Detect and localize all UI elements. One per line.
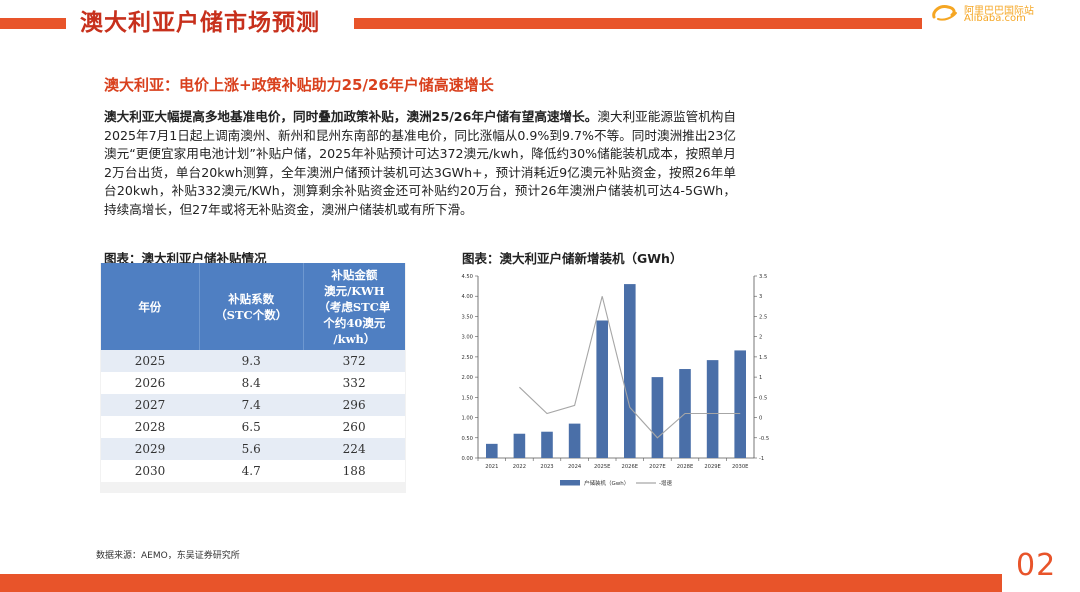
bar-2026E — [624, 284, 636, 458]
x-tick-label: 2028E — [677, 464, 693, 470]
cell-year: 2030 — [101, 460, 200, 482]
y2-tick-label: -1 — [759, 456, 764, 462]
x-tick-label: 2026E — [622, 464, 638, 470]
cell-year: 2029 — [101, 438, 200, 460]
y-tick-label: 1.50 — [461, 395, 473, 401]
y-tick-label: 0.50 — [461, 436, 473, 442]
body-lead: 澳大利亚大幅提高多地基准电价，同时叠加政策补贴，澳洲25/26年户储有望高速增长… — [104, 109, 598, 124]
table-row: 2025 9.3 372 — [101, 350, 405, 372]
header-amount-line5: /kwh） — [333, 331, 376, 346]
slide-title: 澳大利亚户储市场预测 — [80, 10, 320, 36]
bar-2030E — [734, 350, 746, 458]
subsidy-table-panel: 年份 补贴系数 （STC个数） 补贴金额 澳元/KWH （考虑STC单 个约40… — [100, 263, 406, 493]
growth-line — [519, 296, 741, 439]
y2-tick-label: 3 — [759, 294, 762, 300]
cell-amount: 332 — [303, 372, 405, 394]
bar-2021 — [486, 443, 498, 458]
y-tick-label: 1.00 — [461, 416, 473, 422]
cell-amount: 188 — [303, 460, 405, 482]
header-amount-line2: 澳元/KWH — [324, 283, 385, 298]
cell-amount: 296 — [303, 394, 405, 416]
y2-tick-label: 0 — [759, 416, 762, 422]
cell-amount: 224 — [303, 438, 405, 460]
table-header-row: 年份 补贴系数 （STC个数） 补贴金额 澳元/KWH （考虑STC单 个约40… — [101, 263, 405, 350]
x-tick-label: 2024 — [568, 464, 582, 470]
bar-2023 — [541, 431, 553, 458]
table-caption: 图表：澳大利亚户储补贴情况 — [104, 251, 267, 266]
legend-bar-label: 户储装机（Gwh） — [584, 479, 629, 487]
bar-2022 — [513, 433, 526, 458]
table-row: 2027 7.4 296 — [101, 394, 405, 416]
x-tick-label: 2021 — [485, 464, 498, 470]
y2-tick-label: 1.5 — [759, 355, 767, 361]
cell-amount: 260 — [303, 416, 405, 438]
footer-bar — [0, 574, 1002, 592]
x-tick-label: 2025E — [594, 464, 610, 470]
table-row: 2029 5.6 224 — [101, 438, 405, 460]
y-tick-label: 2.00 — [461, 375, 473, 381]
bar-2024 — [568, 423, 581, 458]
header-amount-line4: 个约40澳元 — [323, 315, 386, 330]
alibaba-logo: 阿里巴巴国际站 Alibaba.com — [930, 2, 1070, 24]
y2-tick-label: 1 — [759, 375, 762, 381]
logo-text-cn: 阿里巴巴国际站 — [964, 6, 1034, 17]
y-tick-label: 4.50 — [461, 274, 473, 280]
bar-2029E — [706, 360, 719, 458]
y2-tick-label: -0.5 — [759, 436, 769, 442]
installations-chart: 0.00 0.50 1.00 1.50 2.00 2.50 3.00 3.50 4.00 4.50… — [456, 266, 776, 498]
header-coefficient: 补贴系数 （STC个数） — [199, 263, 304, 350]
cell-year: 2028 — [101, 416, 200, 438]
section-subtitle: 澳大利亚：电价上涨+政策补贴助力25/26年户储高速增长 — [104, 76, 494, 94]
y2-tick-label: 3.5 — [759, 274, 767, 280]
table-row: 2028 6.5 260 — [101, 416, 405, 438]
y2-tick-label: 2 — [759, 335, 762, 341]
cell-coefficient: 9.3 — [199, 350, 304, 372]
header-coefficient-line1: 补贴系数 — [228, 291, 275, 306]
bar-2025E — [596, 320, 608, 458]
y2-tick-label: 0.5 — [759, 395, 767, 401]
body-paragraph: 澳大利亚大幅提高多地基准电价，同时叠加政策补贴，澳洲25/26年户储有望高速增长… — [104, 108, 736, 220]
x-tick-label: 2030E — [732, 464, 748, 470]
header-amount: 补贴金额 澳元/KWH （考虑STC单 个约40澳元 /kwh） — [303, 263, 405, 350]
cell-coefficient: 7.4 — [199, 394, 304, 416]
cell-coefficient: 5.6 — [199, 438, 304, 460]
header-year: 年份 — [101, 263, 200, 350]
page-number: 02 — [1016, 548, 1057, 583]
alibaba-logo-icon — [932, 5, 957, 21]
bar-2027E — [651, 377, 664, 458]
y2-tick-label: 2.5 — [759, 314, 767, 320]
cell-year: 2025 — [101, 350, 200, 372]
cell-year: 2027 — [101, 394, 200, 416]
cell-coefficient: 4.7 — [199, 460, 304, 482]
y-tick-label: 2.50 — [461, 355, 473, 361]
table-row: 2026 8.4 332 — [101, 372, 405, 394]
legend-line-label: -增速 — [659, 479, 672, 487]
cell-amount: 372 — [303, 350, 405, 372]
x-tick-label: 2027E — [649, 464, 665, 470]
installations-chart-svg: 0.000.501.001.502.002.503.003.504.004.50… — [461, 274, 769, 487]
x-tick-label: 2029E — [704, 464, 720, 470]
data-source: 数据来源：AEMO，东吴证券研究所 — [96, 551, 240, 561]
y-tick-label: 3.50 — [461, 314, 473, 320]
cell-coefficient: 8.4 — [199, 372, 304, 394]
y-tick-label: 4.00 — [461, 294, 473, 300]
y-tick-label: 3.00 — [461, 335, 473, 341]
chart-caption: 图表：澳大利亚户储新增装机（GWh） — [462, 251, 683, 266]
header-bar-right — [354, 18, 922, 29]
header-amount-line1: 补贴金额 — [331, 267, 378, 282]
header-coefficient-line2: （STC个数） — [215, 307, 288, 322]
header-amount-line3: （考虑STC单 — [318, 299, 391, 314]
logo-text-en: Alibaba.com — [964, 13, 1026, 24]
cell-coefficient: 6.5 — [199, 416, 304, 438]
legend-bar-swatch — [560, 480, 580, 486]
x-tick-label: 2022 — [513, 464, 526, 470]
x-tick-label: 2023 — [540, 464, 553, 470]
subsidy-table: 年份 补贴系数 （STC个数） 补贴金额 澳元/KWH （考虑STC单 个约40… — [101, 263, 405, 482]
cell-year: 2026 — [101, 372, 200, 394]
header-bar-left — [0, 18, 66, 29]
body-text: 澳大利亚能源监管机构自2025年7月1日起上调南澳州、新州和昆州东南部的基准电价… — [104, 109, 736, 217]
table-row: 2030 4.7 188 — [101, 460, 405, 482]
y-tick-label: 0.00 — [461, 456, 473, 462]
